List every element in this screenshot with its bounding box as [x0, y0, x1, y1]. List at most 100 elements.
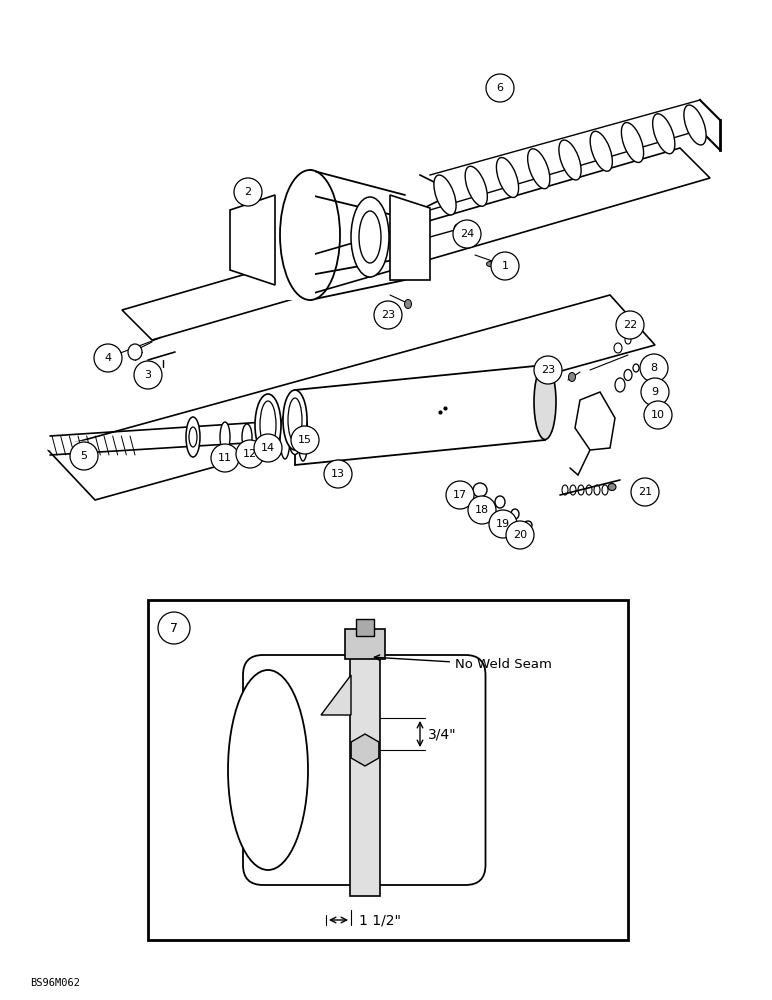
Circle shape — [640, 354, 668, 382]
Ellipse shape — [495, 496, 505, 508]
Circle shape — [324, 460, 352, 488]
Ellipse shape — [608, 484, 616, 490]
Text: 11: 11 — [218, 453, 232, 463]
Ellipse shape — [559, 140, 581, 180]
Circle shape — [234, 178, 262, 206]
Ellipse shape — [405, 300, 411, 308]
Circle shape — [291, 426, 319, 454]
Circle shape — [491, 252, 519, 280]
Text: 8: 8 — [651, 363, 658, 373]
Ellipse shape — [652, 114, 675, 154]
Circle shape — [468, 496, 496, 524]
Circle shape — [70, 442, 98, 470]
Text: 6: 6 — [496, 83, 503, 93]
Ellipse shape — [624, 369, 632, 380]
Ellipse shape — [568, 372, 575, 381]
FancyBboxPatch shape — [148, 600, 628, 940]
Text: 15: 15 — [298, 435, 312, 445]
Circle shape — [644, 401, 672, 429]
FancyBboxPatch shape — [350, 654, 380, 896]
Text: 7: 7 — [170, 621, 178, 635]
Circle shape — [489, 510, 517, 538]
Ellipse shape — [486, 261, 493, 266]
Ellipse shape — [466, 166, 487, 206]
Circle shape — [374, 301, 402, 329]
Ellipse shape — [684, 105, 706, 145]
Text: 1: 1 — [502, 261, 509, 271]
Text: 24: 24 — [460, 229, 474, 239]
Polygon shape — [390, 195, 430, 280]
Circle shape — [236, 440, 264, 468]
Ellipse shape — [220, 422, 230, 452]
Ellipse shape — [434, 175, 456, 215]
Ellipse shape — [255, 394, 281, 456]
Polygon shape — [321, 675, 351, 715]
Circle shape — [534, 356, 562, 384]
Ellipse shape — [524, 521, 532, 529]
Circle shape — [446, 481, 474, 509]
Polygon shape — [575, 392, 615, 450]
Ellipse shape — [288, 398, 302, 442]
Text: 4: 4 — [104, 353, 112, 363]
Circle shape — [158, 612, 190, 644]
Circle shape — [506, 521, 534, 549]
Ellipse shape — [242, 424, 252, 450]
Circle shape — [486, 74, 514, 102]
Circle shape — [631, 478, 659, 506]
Text: 13: 13 — [331, 469, 345, 479]
Ellipse shape — [262, 419, 272, 455]
Polygon shape — [295, 365, 545, 465]
Polygon shape — [230, 195, 275, 285]
Text: 1 1/2": 1 1/2" — [359, 913, 401, 927]
Text: 23: 23 — [541, 365, 555, 375]
Polygon shape — [122, 148, 710, 340]
Ellipse shape — [473, 483, 487, 497]
Text: 19: 19 — [496, 519, 510, 529]
Circle shape — [254, 434, 282, 462]
Text: 9: 9 — [652, 387, 659, 397]
Ellipse shape — [298, 413, 308, 461]
Ellipse shape — [496, 158, 519, 197]
FancyBboxPatch shape — [356, 619, 374, 636]
Ellipse shape — [280, 415, 290, 459]
Text: 5: 5 — [80, 451, 87, 461]
Text: 10: 10 — [651, 410, 665, 420]
Text: BS96M062: BS96M062 — [30, 978, 80, 988]
Ellipse shape — [186, 417, 200, 457]
Ellipse shape — [621, 123, 644, 162]
Text: 23: 23 — [381, 310, 395, 320]
FancyBboxPatch shape — [250, 170, 315, 300]
Text: 20: 20 — [513, 530, 527, 540]
Text: 3: 3 — [144, 370, 151, 380]
Ellipse shape — [534, 364, 556, 440]
Ellipse shape — [283, 390, 307, 450]
FancyBboxPatch shape — [345, 629, 385, 659]
Text: 22: 22 — [623, 320, 637, 330]
Ellipse shape — [359, 211, 381, 263]
Text: No Weld Seam: No Weld Seam — [374, 655, 552, 672]
Ellipse shape — [260, 401, 276, 449]
Text: 17: 17 — [453, 490, 467, 500]
Ellipse shape — [527, 149, 550, 189]
Ellipse shape — [228, 670, 308, 870]
Ellipse shape — [590, 131, 612, 171]
Circle shape — [134, 361, 162, 389]
Ellipse shape — [625, 336, 631, 344]
Ellipse shape — [511, 509, 519, 519]
Polygon shape — [48, 295, 655, 500]
Circle shape — [211, 444, 239, 472]
Circle shape — [453, 220, 481, 248]
Ellipse shape — [615, 378, 625, 392]
Circle shape — [641, 378, 669, 406]
Text: 2: 2 — [245, 187, 252, 197]
Ellipse shape — [351, 197, 389, 277]
Ellipse shape — [633, 364, 639, 372]
Ellipse shape — [128, 344, 142, 360]
Ellipse shape — [189, 427, 197, 447]
Text: 21: 21 — [638, 487, 652, 497]
Text: 18: 18 — [475, 505, 489, 515]
Circle shape — [94, 344, 122, 372]
Circle shape — [616, 311, 644, 339]
Text: 3/4": 3/4" — [428, 727, 456, 741]
Text: 12: 12 — [243, 449, 257, 459]
